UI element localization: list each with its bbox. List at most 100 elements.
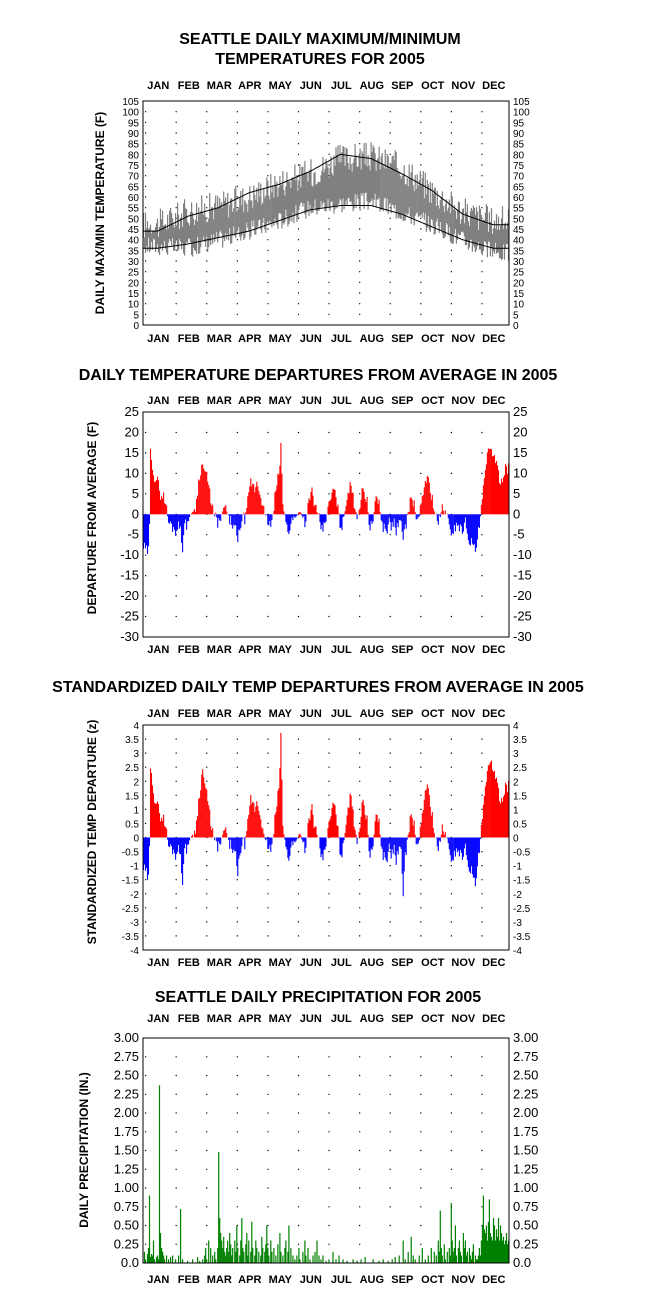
chart2-bottom-month-feb: FEB: [178, 644, 200, 656]
chart4-top-month-jul: JUL: [331, 1013, 352, 1025]
chart4-bottom-month-apr: APR: [238, 1274, 261, 1286]
chart1-bottom-month-dec: DEC: [482, 333, 505, 345]
chart3-bottom-month-jan: JAN: [147, 957, 169, 969]
chart1-y-tick-left: 85: [128, 140, 140, 151]
chart3-bottom-month-dec: DEC: [482, 957, 505, 969]
chart2-y-tick-right: 20: [513, 425, 527, 440]
chart2-y-tick-right: -5: [513, 527, 525, 542]
chart3-bottom-month-mar: MAR: [207, 957, 232, 969]
chart4-y-tick-right: 0.25: [513, 1236, 538, 1251]
chart4-y-tick-left: 0.50: [114, 1218, 139, 1233]
chart1-top-month-nov: NOV: [451, 80, 476, 92]
chart2-bottom-month-apr: APR: [238, 644, 261, 656]
chart2-y-tick-right: -10: [513, 547, 532, 562]
chart2-y-tick-left: 5: [132, 486, 139, 501]
chart1-y-tick-left: 35: [128, 246, 140, 257]
chart1-bottom-month-apr: APR: [238, 333, 261, 345]
chart1-y-tick-left: 0: [133, 321, 139, 332]
chart4-y-tick-right: 2.50: [513, 1068, 538, 1083]
chart2-top-month-feb: FEB: [178, 395, 200, 407]
chart1-month-labels-top: JAN FEB MAR APR MAY JUN JUL AUG SEP OCT NOV DEC: [147, 80, 505, 92]
chart4-top-month-mar: MAR: [207, 1013, 232, 1025]
chart1-bottom-month-jan: JAN: [147, 333, 169, 345]
chart3-top-month-jan: JAN: [147, 708, 169, 720]
chart3-y-tick-left: 0.5: [125, 819, 139, 830]
chart3-y-tick-left: 0: [133, 834, 139, 845]
chart2-y-tick-right: 15: [513, 445, 527, 460]
chart2-bottom-month-sep: SEP: [391, 644, 413, 656]
chart4-bottom-month-mar: MAR: [207, 1274, 232, 1286]
chart2-top-month-jun: JUN: [300, 395, 322, 407]
chart4-month-labels-top: JAN FEB MAR APR MAY JUN JUL AUG SEP OCT NOV DEC: [147, 1013, 505, 1025]
chart2-title: DAILY TEMPERATURE DEPARTURES FROM AVERAG…: [79, 367, 558, 384]
chart3-top-month-jul: JUL: [331, 708, 352, 720]
chart3-y-tick-right: 0.5: [513, 819, 527, 830]
chart1-y-tick-right: 70: [513, 172, 525, 183]
chart2-month-labels-top: JAN FEB MAR APR MAY JUN JUL AUG SEP OCT NOV DEC: [147, 395, 505, 407]
chart4-y-tick-left: 3.00: [114, 1030, 139, 1045]
chart1-y-tick-left: 30: [128, 257, 140, 268]
chart-standardized-departures: STANDARDIZED DAILY TEMP DEPARTURES FROM …: [52, 679, 584, 969]
chart-maxmin-temperature: SEATTLE DAILY MAXIMUM/MINIMUM TEMPERATUR…: [93, 31, 530, 345]
chart4-bottom-month-jan: JAN: [147, 1274, 169, 1286]
chart4-top-month-apr: APR: [238, 1013, 261, 1025]
chart4-bottom-month-sep: SEP: [391, 1274, 413, 1286]
chart3-bottom-month-aug: AUG: [360, 957, 384, 969]
chart1-bottom-month-sep: SEP: [391, 333, 413, 345]
chart3-y-tick-left: 3: [133, 749, 139, 760]
chart4-top-month-jan: JAN: [147, 1013, 169, 1025]
chart3-top-month-apr: APR: [238, 708, 261, 720]
chart2-y-tick-left: -5: [127, 527, 139, 542]
chart1-bottom-month-jun: JUN: [300, 333, 322, 345]
chart1-top-month-oct: OCT: [421, 80, 445, 92]
chart1-y-tick-right: 0: [513, 321, 519, 332]
chart1-bottom-month-may: MAY: [269, 333, 293, 345]
chart2-y-tick-left: -15: [120, 568, 139, 583]
chart2-top-month-apr: APR: [238, 395, 261, 407]
chart1-y-tick-right: 35: [513, 246, 525, 257]
chart2-top-month-oct: OCT: [421, 395, 445, 407]
chart2-y-tick-left: 20: [125, 425, 139, 440]
chart3-title: STANDARDIZED DAILY TEMP DEPARTURES FROM …: [52, 679, 584, 696]
chart1-y-tick-left: 80: [128, 150, 140, 161]
chart3-top-month-feb: FEB: [178, 708, 200, 720]
chart3-y-axis-label: STANDARDIZED TEMP DEPARTURE (z): [85, 720, 99, 945]
chart1-bottom-month-nov: NOV: [451, 333, 476, 345]
chart3-y-tick-left: 3.5: [125, 735, 139, 746]
chart4-y-ticks-right: 0.0 0.25 0.50 0.75 1.00 1.25 1.50 1.75 2.00 2.25 2…: [513, 1030, 538, 1270]
chart4-y-tick-left: 2.00: [114, 1105, 139, 1120]
chart4-plot-frame: [142, 1037, 510, 1264]
chart3-top-month-dec: DEC: [482, 708, 505, 720]
chart1-y-tick-right: 50: [513, 214, 525, 225]
chart4-y-tick-right: 2.75: [513, 1049, 538, 1064]
chart2-y-tick-left: 10: [125, 465, 139, 480]
chart1-y-ticks-right: 0510152025303540455055606570758085909510…: [513, 97, 530, 332]
chart2-y-tick-right: -15: [513, 568, 532, 583]
chart1-y-tick-right: 25: [513, 268, 525, 279]
chart3-top-month-aug: AUG: [360, 708, 384, 720]
chart4-y-tick-right: 1.25: [513, 1161, 538, 1176]
chart1-y-tick-left: 70: [128, 172, 140, 183]
chart3-bottom-month-apr: APR: [238, 957, 261, 969]
chart3-plot-frame: [142, 724, 510, 951]
chart1-bottom-month-jul: JUL: [331, 333, 352, 345]
chart2-top-month-nov: NOV: [451, 395, 476, 407]
chart3-y-tick-right: -3: [513, 918, 522, 929]
chart1-normal-lines: [143, 153, 509, 249]
chart1-y-tick-right: 100: [513, 108, 530, 119]
chart4-y-tick-left: 1.50: [114, 1143, 139, 1158]
chart2-top-month-sep: SEP: [391, 395, 413, 407]
chart1-plot-frame: [142, 100, 510, 326]
chart1-top-month-jul: JUL: [331, 80, 352, 92]
chart4-bottom-month-jun: JUN: [300, 1274, 322, 1286]
chart1-top-month-apr: APR: [238, 80, 261, 92]
chart1-y-tick-right: 105: [513, 97, 530, 108]
chart3-month-labels-bottom: JAN FEB MAR APR MAY JUN JUL AUG SEP OCT NOV DEC: [147, 957, 505, 969]
chart3-y-tick-right: -2.5: [513, 904, 531, 915]
chart1-y-tick-right: 15: [513, 289, 525, 300]
chart2-bottom-month-nov: NOV: [451, 644, 476, 656]
chart1-y-tick-right: 80: [513, 150, 525, 161]
chart1-top-month-jun: JUN: [300, 80, 322, 92]
chart2-top-month-may: MAY: [269, 395, 293, 407]
